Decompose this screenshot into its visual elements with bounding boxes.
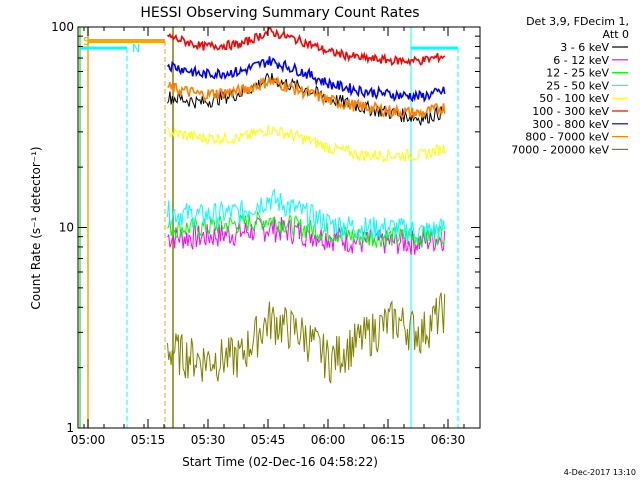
legend-label: 800 - 7000 keV: [525, 131, 609, 144]
y-axis-label: Count Rate (s⁻¹ detector⁻¹): [29, 146, 43, 309]
legend-label: 25 - 50 keV: [546, 79, 609, 92]
footer-timestamp: 4-Dec-2017 13:10: [564, 468, 636, 477]
y-axis: 1 10 100: [51, 20, 480, 435]
flag-label-n: N: [132, 42, 140, 55]
series-line: [167, 292, 446, 384]
x-axis-label: Start Time (02-Dec-16 04:58:22): [182, 455, 378, 469]
x-axis: 05:00 05:15 05:30 05:45 06:00 06:15 06:30: [71, 27, 466, 447]
y-tick-label: 10: [59, 221, 74, 235]
x-tick-label: 06:30: [431, 433, 466, 447]
x-tick-label: 05:15: [131, 433, 166, 447]
legend-label: 6 - 12 keV: [553, 54, 609, 67]
series-line: [167, 216, 446, 256]
legend-label: 7000 - 20000 keV: [511, 143, 609, 156]
x-tick-label: 06:15: [371, 433, 406, 447]
legend-label: 100 - 300 keV: [532, 105, 609, 118]
flags-layer: SN: [79, 27, 459, 428]
series-line: [167, 124, 446, 163]
x-tick-label: 05:00: [71, 433, 106, 447]
y-tick-label: 1: [66, 421, 74, 435]
legend-header-2: Att 0: [603, 28, 629, 41]
series-line: [167, 75, 446, 119]
flag-label-s: S: [83, 35, 90, 48]
legend-label: 50 - 100 keV: [539, 92, 609, 105]
series-line: [167, 188, 446, 243]
series-line: [166, 56, 446, 103]
legend-label: 3 - 6 keV: [560, 41, 609, 54]
series-layer: [166, 26, 446, 384]
x-tick-label: 05:45: [251, 433, 286, 447]
legend-label: 12 - 25 keV: [546, 67, 609, 80]
series-line: [167, 211, 446, 248]
series-line: [166, 26, 446, 67]
y-tick-label: 100: [51, 20, 74, 34]
x-tick-label: 06:00: [311, 433, 346, 447]
x-tick-label: 05:30: [191, 433, 226, 447]
chart-title: HESSI Observing Summary Count Rates: [140, 5, 419, 21]
legend-header-1: Det 3,9, FDecim 1,: [526, 15, 629, 28]
legend-label: 300 - 800 keV: [532, 118, 609, 131]
